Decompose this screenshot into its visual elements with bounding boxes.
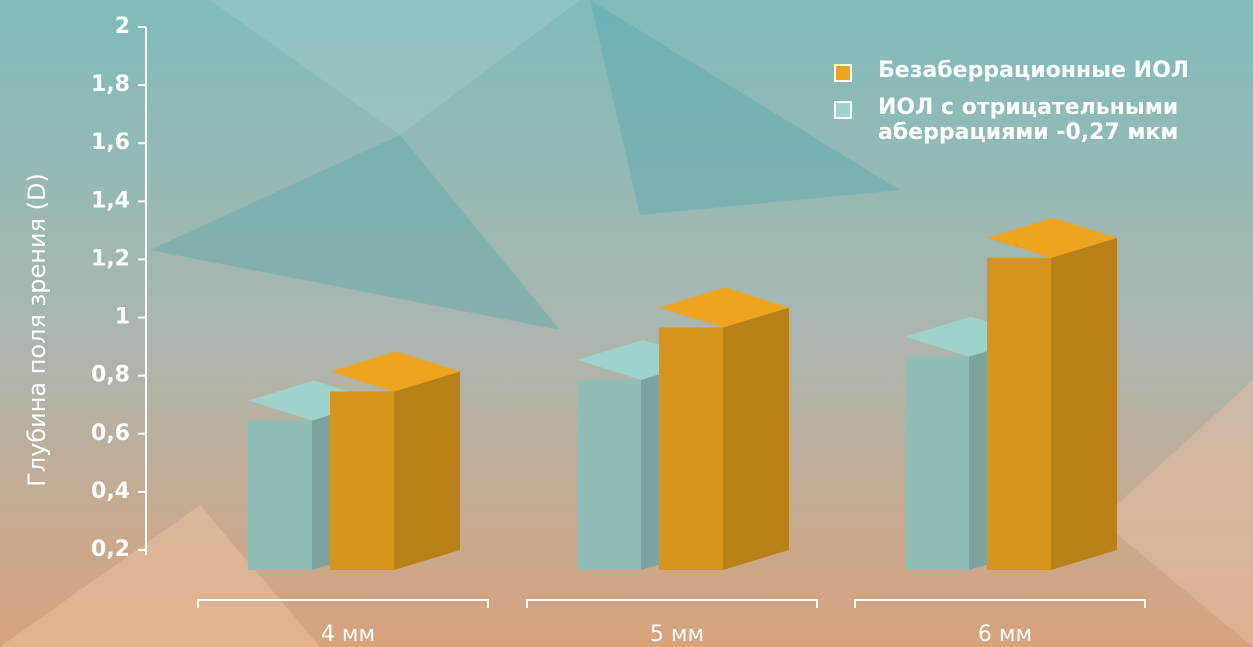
y-tick-label: 2 [115,14,130,39]
bar-side [394,371,460,570]
bg-shape [150,135,560,330]
y-tick-label: 1,2 [91,246,130,271]
bar-top [659,287,789,328]
bar [659,327,723,570]
legend-swatch [834,64,852,82]
legend-swatch [834,101,852,119]
bg-shape [210,0,580,135]
legend: Безаберрационные ИОЛ ИОЛ с отрицательными… [830,58,1250,157]
bar-side [723,307,789,570]
y-tick-label: 1 [115,305,130,330]
bg-shape [1100,380,1253,647]
y-axis-title: Глубина поля зрения (D) [23,173,51,487]
bar-side [1051,237,1117,571]
bg-shape [0,505,320,647]
y-tick-label: 0,6 [91,421,130,446]
x-tick-label: 5 мм [650,622,704,647]
y-tick-label: 1,6 [91,130,130,155]
x-tick-label: 6 мм [978,622,1032,647]
bar [987,257,1051,570]
x-tick-label: 4 мм [321,622,375,647]
y-tick-label: 0,2 [91,537,130,562]
bar [905,356,969,570]
category-bracket [526,599,818,608]
y-tick-label: 0,4 [91,479,130,504]
legend-item: ИОЛ с отрицательными аберрациями -0,27 м… [830,95,1250,145]
category-bracket [854,599,1146,608]
y-tick-label: 1,8 [91,72,130,97]
legend-label: ИОЛ с отрицательными аберрациями -0,27 м… [878,95,1179,145]
legend-item: Безаберрационные ИОЛ [830,58,1250,83]
legend-label: Безаберрационные ИОЛ [878,58,1190,83]
bg-shape [590,0,900,215]
y-tick-label: 0,8 [91,363,130,388]
bar [248,420,312,570]
bar [577,379,641,570]
bar-top [330,351,460,392]
bar-top [987,217,1117,258]
bar-top [248,380,378,421]
y-tick-label: 1,4 [91,188,130,213]
bar [330,391,394,570]
category-bracket [197,599,489,608]
